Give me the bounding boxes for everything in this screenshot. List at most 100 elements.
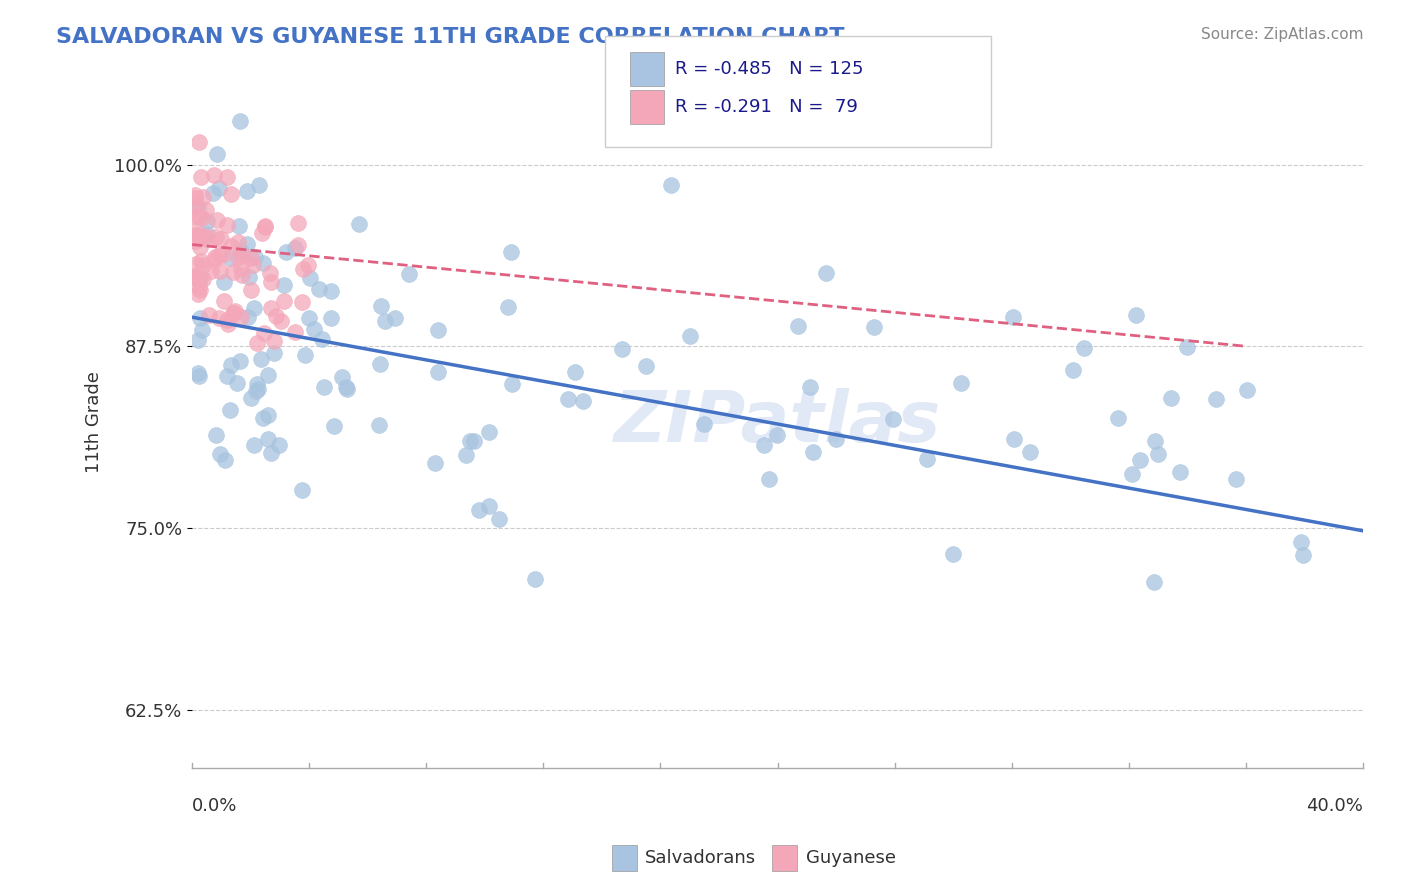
- Point: [191, 190, 214, 204]
- Point: [458, 434, 481, 448]
- Point: [228, 354, 250, 368]
- Point: [222, 306, 245, 320]
- Point: [266, 310, 288, 324]
- Point: [1147, 447, 1170, 461]
- Point: [188, 368, 211, 383]
- Point: [467, 503, 489, 517]
- Point: [229, 114, 252, 128]
- Point: [188, 283, 211, 297]
- Point: [478, 425, 501, 440]
- Point: [693, 417, 716, 431]
- Point: [184, 269, 207, 284]
- Point: [208, 448, 231, 462]
- Point: [217, 313, 239, 327]
- Point: [367, 418, 389, 433]
- Point: [222, 265, 245, 279]
- Point: [184, 269, 207, 284]
- Point: [211, 248, 233, 262]
- Point: [257, 368, 280, 382]
- Point: [427, 365, 450, 379]
- Point: [198, 308, 221, 322]
- Point: [252, 256, 274, 270]
- Point: [202, 168, 225, 182]
- Point: [269, 438, 291, 452]
- Point: [190, 240, 212, 254]
- Text: R = -0.291   N =  79: R = -0.291 N = 79: [675, 98, 858, 116]
- Point: [330, 370, 353, 384]
- Text: 40.0%: 40.0%: [1306, 797, 1362, 814]
- Point: [184, 270, 207, 285]
- Point: [478, 499, 501, 513]
- Point: [187, 210, 209, 224]
- Y-axis label: 11th Grade: 11th Grade: [86, 372, 103, 474]
- Point: [374, 314, 396, 328]
- Point: [799, 379, 821, 393]
- Point: [208, 248, 231, 262]
- Point: [259, 267, 281, 281]
- Point: [208, 181, 231, 195]
- Point: [291, 262, 314, 277]
- Point: [801, 445, 824, 459]
- Point: [1205, 392, 1227, 406]
- Point: [195, 214, 218, 228]
- Point: [246, 382, 269, 396]
- Point: [200, 264, 222, 278]
- Text: Source: ZipAtlas.com: Source: ZipAtlas.com: [1201, 27, 1364, 42]
- Point: [557, 392, 579, 406]
- Point: [215, 169, 238, 184]
- Point: [247, 178, 270, 192]
- Point: [942, 547, 965, 561]
- Point: [1125, 308, 1147, 322]
- Point: [347, 217, 370, 231]
- Point: [184, 191, 207, 205]
- Text: Salvadorans: Salvadorans: [645, 849, 756, 867]
- Point: [184, 209, 207, 223]
- Text: R = -0.485   N = 125: R = -0.485 N = 125: [675, 60, 863, 78]
- Point: [250, 352, 273, 367]
- Point: [226, 235, 249, 249]
- Point: [195, 227, 218, 242]
- Point: [368, 357, 391, 371]
- Point: [235, 184, 257, 198]
- Point: [201, 186, 224, 200]
- Point: [226, 252, 249, 266]
- Point: [950, 376, 973, 390]
- Text: SALVADORAN VS GUYANESE 11TH GRADE CORRELATION CHART: SALVADORAN VS GUYANESE 11TH GRADE CORREL…: [56, 27, 845, 46]
- Point: [319, 310, 342, 325]
- Point: [284, 241, 307, 255]
- Point: [291, 294, 314, 309]
- Point: [184, 224, 207, 238]
- Point: [1121, 467, 1143, 482]
- Point: [679, 329, 702, 343]
- Point: [202, 252, 225, 267]
- Point: [239, 251, 262, 265]
- Point: [209, 231, 232, 245]
- Point: [208, 264, 231, 278]
- Point: [287, 216, 309, 230]
- Point: [231, 268, 253, 282]
- Point: [252, 411, 274, 425]
- Point: [488, 512, 510, 526]
- Point: [187, 228, 209, 243]
- Point: [273, 294, 295, 309]
- Point: [287, 238, 309, 252]
- Point: [205, 212, 228, 227]
- Point: [398, 267, 420, 281]
- Point: [501, 377, 523, 392]
- Point: [423, 457, 446, 471]
- Point: [1143, 574, 1166, 589]
- Point: [188, 229, 211, 244]
- Point: [191, 258, 214, 272]
- Point: [1225, 471, 1247, 485]
- Point: [882, 412, 904, 426]
- Point: [187, 287, 209, 301]
- Point: [1062, 363, 1084, 377]
- Point: [302, 322, 325, 336]
- Point: [231, 244, 253, 258]
- Point: [1002, 432, 1025, 446]
- Point: [370, 300, 392, 314]
- Point: [184, 200, 207, 214]
- Point: [384, 311, 406, 326]
- Point: [187, 280, 209, 294]
- Point: [219, 252, 242, 266]
